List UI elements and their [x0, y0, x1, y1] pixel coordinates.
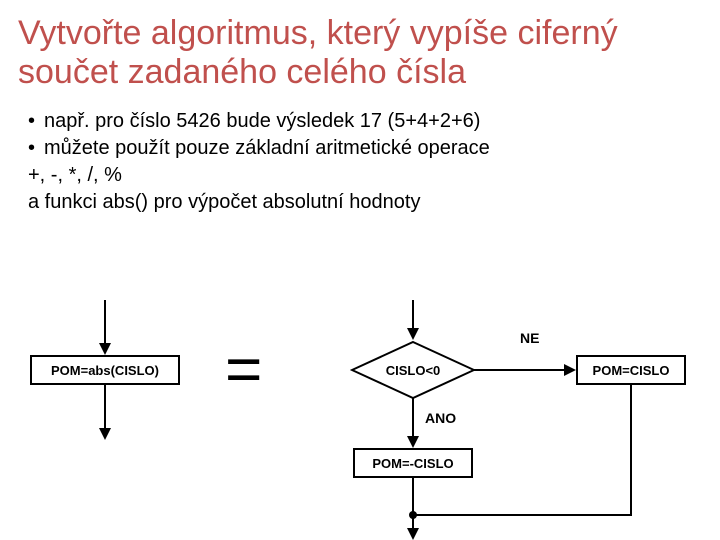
pom-neg-text: POM=-CISLO — [372, 456, 453, 471]
bullet-item-2: • můžete použít pouze základní aritmetic… — [28, 135, 692, 162]
label-ano: ANO — [425, 410, 456, 426]
arrow-ne — [474, 362, 576, 378]
title-line-1: Vytvořte algoritmus, který vypíše cifern… — [18, 14, 618, 52]
bullet-text-1: např. pro číslo 5426 bude výsledek 17 (5… — [44, 108, 480, 135]
bullet-line-4: a funkci abs() pro výpočet absolutní hod… — [28, 189, 692, 216]
title-line-2: součet zadaného celého čísla — [18, 53, 466, 91]
merge-node — [408, 510, 418, 520]
label-ne: NE — [520, 330, 539, 346]
flowchart-diagram: POM=abs(CISLO) = CISLO<0 NE POM=CISLO AN… — [0, 300, 720, 540]
abs-box-text: POM=abs(CISLO) — [51, 363, 159, 378]
bullet-text-2: můžete použít pouze základní aritmetické… — [44, 135, 490, 162]
slide-title: Vytvořte algoritmus, který vypíše cifern… — [0, 0, 720, 98]
equals-symbol: = — [225, 332, 262, 406]
flowchart-box-pom-cislo: POM=CISLO — [576, 355, 686, 385]
bullet-line-3: +, -, *, /, % — [28, 162, 692, 189]
left-arrow-in — [95, 300, 115, 355]
bullet-dot-icon: • — [28, 108, 44, 135]
pom-cislo-text: POM=CISLO — [593, 363, 670, 378]
decision-label: CISLO<0 — [386, 363, 441, 378]
left-arrow-out — [95, 385, 115, 440]
bullet-item-1: • např. pro číslo 5426 bude výsledek 17 … — [28, 108, 692, 135]
bullet-dot-icon: • — [28, 135, 44, 162]
arrow-merge-out — [403, 478, 423, 540]
flowchart-box-abs: POM=abs(CISLO) — [30, 355, 180, 385]
decision-arrow-in — [403, 300, 423, 340]
arrow-ano — [403, 398, 423, 448]
flowchart-box-pom-neg: POM=-CISLO — [353, 448, 473, 478]
bullet-list: • např. pro číslo 5426 bude výsledek 17 … — [0, 98, 720, 216]
